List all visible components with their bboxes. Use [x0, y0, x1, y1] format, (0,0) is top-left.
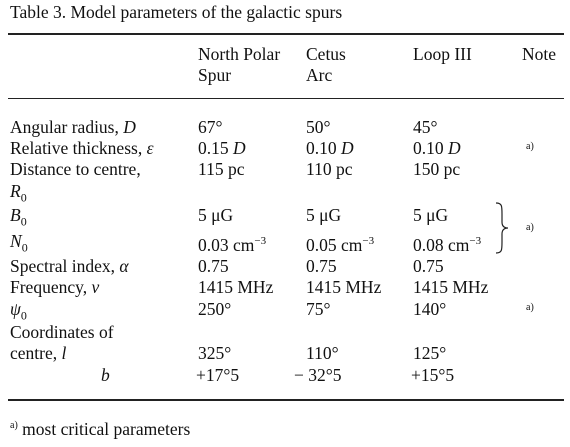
cell-value: 5 μG: [306, 205, 342, 225]
cell-value: 0.10 D: [306, 138, 354, 158]
brace-icon: [495, 202, 509, 254]
col-header-loop-iii: Loop III: [413, 44, 472, 64]
cell-value: 0.75: [413, 256, 444, 276]
note-mark: a): [526, 141, 534, 152]
row-label: Angular radius, D: [10, 117, 136, 137]
table-caption: Table 3. Model parameters of the galacti…: [10, 2, 343, 22]
col-header-north-polar: North Polar: [198, 44, 281, 64]
cell-value: 115 pc: [198, 159, 245, 179]
col-header-spur: Spur: [198, 65, 232, 85]
cell-value: 0.08 cm−3: [413, 234, 482, 255]
cell-value: 50°: [306, 117, 331, 137]
row-label: b: [101, 365, 110, 385]
row-label: Distance to centre,: [10, 159, 141, 179]
cell-value: +15°5: [411, 365, 455, 385]
cell-value: 0.10 D: [413, 138, 461, 158]
cell-value: 250°: [198, 299, 232, 319]
cell-value: 1415 MHz: [198, 277, 274, 297]
cell-value: 325°: [198, 343, 232, 363]
note-mark: a): [526, 302, 534, 313]
cell-value: − 32°5: [294, 365, 342, 385]
col-header-cetus: Cetus: [306, 44, 346, 64]
cell-value: 0.03 cm−3: [198, 234, 267, 255]
row-label: Coordinates of: [10, 322, 114, 342]
cell-value: 5 μG: [413, 205, 449, 225]
note-mark: a): [526, 222, 534, 233]
cell-value: 125°: [413, 343, 447, 363]
cell-value: 67°: [198, 117, 223, 137]
cell-value: 110°: [306, 343, 339, 363]
cell-value: 5 μG: [198, 205, 234, 225]
cell-value: 0.15 D: [198, 138, 246, 158]
cell-value: +17°5: [196, 365, 240, 385]
bottom-rule: [8, 399, 564, 401]
row-label: Relative thickness, ε: [10, 138, 154, 158]
header-rule: [8, 98, 564, 99]
cell-value: 1415 MHz: [306, 277, 382, 297]
row-label: ψ0: [10, 299, 27, 323]
top-rule: [8, 33, 564, 35]
row-label: N0: [10, 231, 28, 255]
row-label: B0: [10, 205, 27, 229]
col-header-arc: Arc: [306, 65, 333, 85]
cell-value: 150 pc: [413, 159, 461, 179]
cell-value: 0.75: [198, 256, 229, 276]
cell-value: 110 pc: [306, 159, 353, 179]
footnote: a) most critical parameters: [10, 419, 191, 439]
row-label: centre, l: [10, 343, 67, 363]
cell-value: 0.75: [306, 256, 337, 276]
row-label: R0: [10, 181, 27, 205]
cell-value: 0.05 cm−3: [306, 234, 375, 255]
col-header-note: Note: [522, 44, 557, 64]
row-label: Spectral index, α: [10, 256, 129, 276]
cell-value: 140°: [413, 299, 447, 319]
cell-value: 1415 MHz: [413, 277, 489, 297]
cell-value: 45°: [413, 117, 438, 137]
row-label: Frequency, ν: [10, 277, 100, 297]
cell-value: 75°: [306, 299, 331, 319]
